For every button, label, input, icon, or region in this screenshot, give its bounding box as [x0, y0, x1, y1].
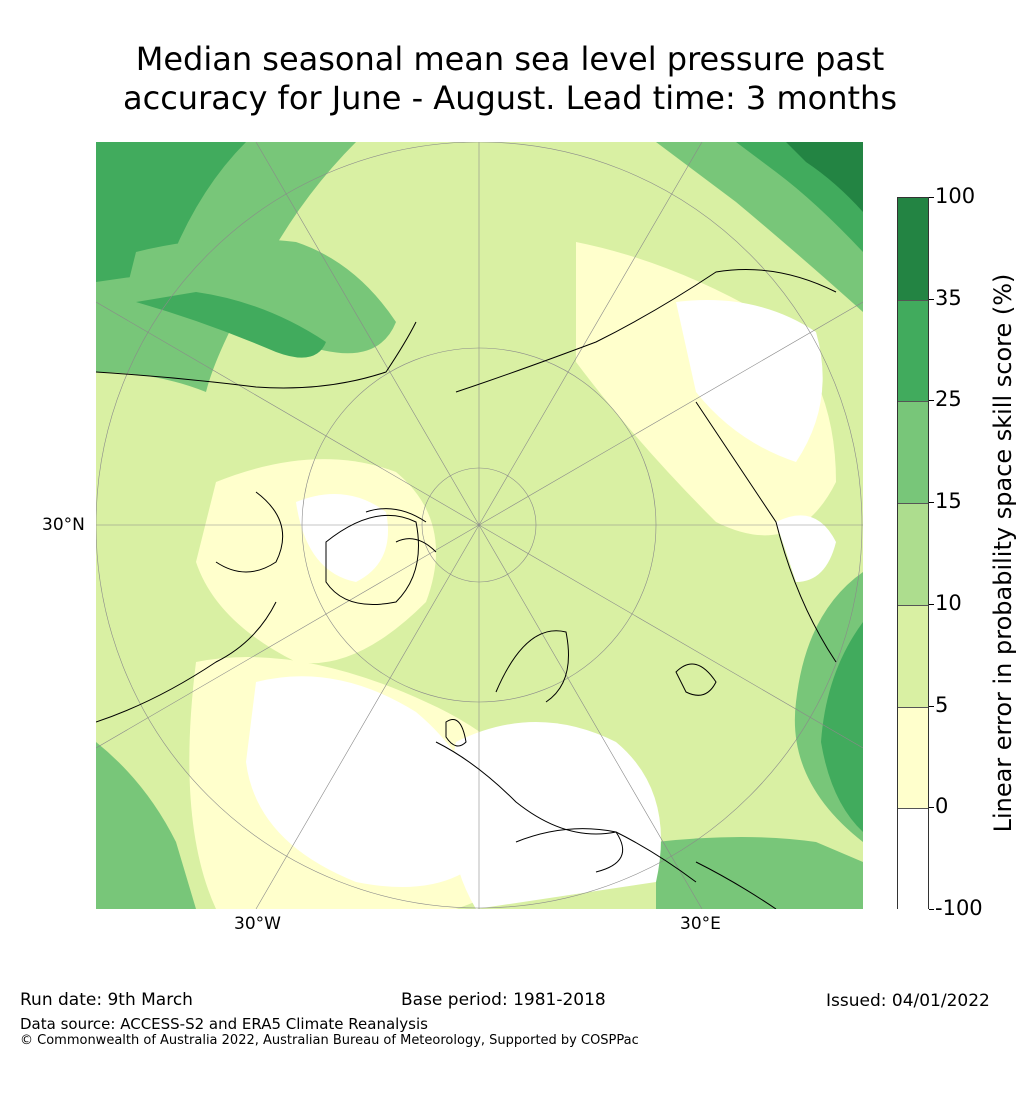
coast-eurasia [455, 269, 837, 393]
lat-label-30n: 30°N [42, 515, 85, 535]
coast-europe [435, 741, 697, 883]
colorbar-tick-mark [929, 705, 934, 707]
coast-red-sea [695, 861, 777, 909]
issued-date: Issued: 04/01/2022 [826, 991, 990, 1011]
colorbar-tick-label: 100 [935, 184, 976, 208]
skill-region-se [656, 837, 863, 909]
coastlines [96, 269, 837, 909]
run-date: Run date: 9th March [20, 990, 193, 1010]
colorbar-label: Linear error in probability space skill … [989, 273, 1017, 833]
data-source: Data source: ACCESS-S2 and ERA5 Climate … [20, 1015, 428, 1033]
colorbar-tick-mark [929, 298, 934, 300]
colorbar-tick-mark [929, 400, 934, 402]
skill-region-neg-5 [776, 515, 836, 582]
coast-mediterranean [515, 828, 624, 873]
colorbar-segment [898, 808, 928, 911]
title-line-2: accuracy for June - August. Lead time: 3… [123, 79, 897, 117]
graticule [96, 142, 863, 909]
colorbar-tick-label: -100 [935, 896, 983, 920]
coast-north-america [96, 321, 417, 389]
colorbar-tick-label: 25 [935, 387, 962, 412]
skill-region-mid-atlantic [136, 292, 326, 358]
skill-region-high-atlantic [126, 238, 396, 354]
skill-region-neg-4 [296, 494, 388, 582]
title-line-1: Median seasonal mean sea level pressure … [135, 40, 885, 78]
colorbar-tick-label: 5 [935, 692, 949, 717]
colorbar [897, 197, 929, 911]
colorbar-tick-label: 15 [935, 489, 962, 514]
coast-scandinavia [495, 630, 569, 703]
skill-region-neg-2 [449, 722, 661, 909]
chart-title: Median seasonal mean sea level pressure … [0, 40, 1020, 118]
coast-uk [445, 719, 467, 747]
lon-label-30w: 30°W [234, 914, 281, 934]
colorbar-segment [898, 503, 928, 606]
colorbar-segment [898, 299, 928, 403]
base-period: Base period: 1981-2018 [401, 990, 606, 1010]
colorbar-tick-label: 0 [935, 794, 949, 819]
colorbar-segment [898, 401, 928, 505]
colorbar-tick-mark [929, 807, 934, 809]
skill-region-high-nw2 [96, 142, 246, 282]
colorbar-tick-mark [929, 197, 934, 198]
colorbar-tick-mark [929, 603, 934, 605]
colorbar-tick-label: 35 [935, 285, 962, 310]
skill-region-east2 [821, 622, 863, 832]
colorbar-tick-mark [929, 909, 934, 910]
coast-asia-east [695, 401, 837, 663]
coast-greenland [325, 514, 419, 605]
skill-score-map [96, 142, 863, 909]
skill-region-neg-1 [246, 676, 496, 887]
skill-region-neg-3 [676, 300, 823, 462]
colorbar-tick-mark [929, 502, 934, 504]
coast-arctic-islands [365, 508, 437, 553]
copyright: © Commonwealth of Australia 2022, Austra… [20, 1033, 639, 1048]
lon-label-30e: 30°E [680, 914, 721, 934]
colorbar-tick-label: 10 [935, 590, 962, 615]
skill-region-sw [96, 742, 196, 909]
skill-region-veryhigh-ne [786, 142, 863, 212]
coast-alaska [96, 601, 277, 723]
colorbar-segment [898, 706, 928, 810]
colorbar-segment [898, 198, 928, 300]
colorbar-segment [898, 604, 928, 708]
coast-caspian [675, 663, 717, 696]
coast-hudson-bay [215, 491, 284, 573]
